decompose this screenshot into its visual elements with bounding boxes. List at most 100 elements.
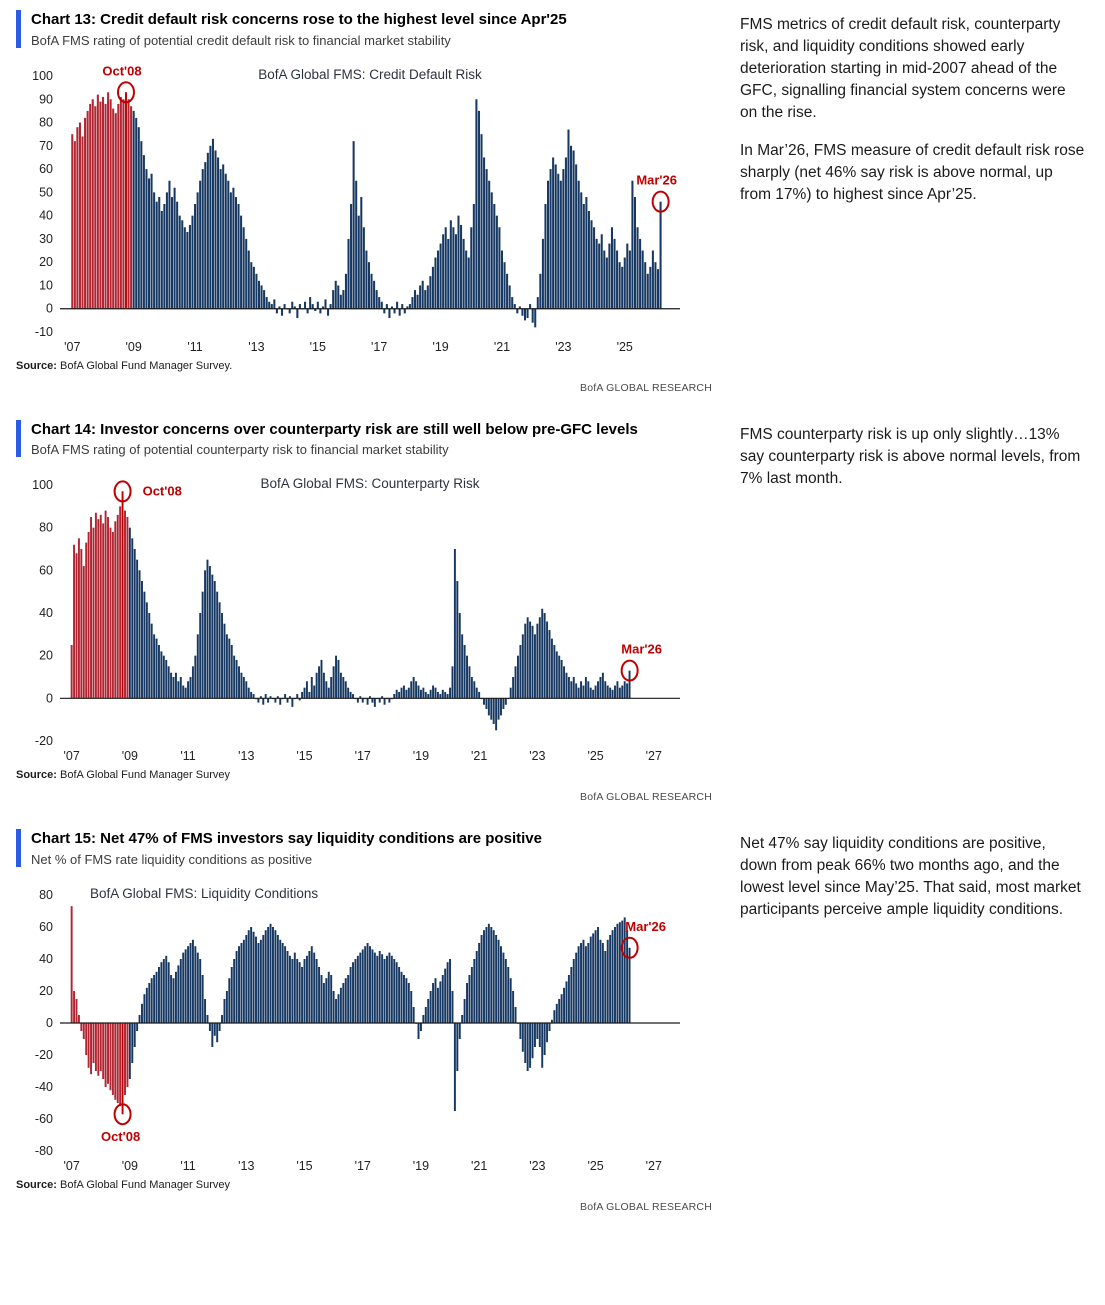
svg-text:'23: '23 — [555, 340, 571, 354]
svg-text:'21: '21 — [471, 749, 487, 763]
commentary-paragraph: Net 47% say liquidity conditions are pos… — [740, 835, 1081, 918]
svg-text:'09: '09 — [122, 749, 138, 763]
svg-text:Oct'08: Oct'08 — [101, 1129, 140, 1144]
svg-text:0: 0 — [46, 691, 53, 705]
accent-bar — [16, 829, 21, 867]
svg-text:'25: '25 — [587, 749, 603, 763]
source-text: BofA Global Fund Manager Survey. — [56, 359, 233, 372]
chart-column: Chart 13: Credit default risk concerns r… — [16, 10, 716, 394]
svg-text:'23: '23 — [529, 1159, 545, 1173]
svg-text:'27: '27 — [646, 749, 662, 763]
accent-bar — [16, 10, 21, 48]
svg-text:-40: -40 — [35, 1080, 53, 1094]
research-brand: BofA GLOBAL RESEARCH — [580, 1200, 712, 1213]
svg-text:0: 0 — [46, 1016, 53, 1030]
source-label: Source: — [16, 1178, 57, 1191]
bar-chart-credit-default-risk: 1009080706050403020100-10'07'09'11'13'15… — [32, 63, 680, 354]
svg-text:40: 40 — [39, 952, 53, 966]
svg-text:10: 10 — [39, 278, 53, 292]
svg-text:'07: '07 — [63, 1159, 79, 1173]
svg-text:'15: '15 — [310, 340, 326, 354]
chart-column: Chart 14: Investor concerns over counter… — [16, 419, 716, 803]
section-credit-default-risk: Chart 13: Credit default risk concerns r… — [16, 10, 1099, 394]
svg-text:Oct'08: Oct'08 — [102, 63, 141, 78]
svg-text:60: 60 — [39, 162, 53, 176]
svg-text:-10: -10 — [35, 325, 53, 339]
svg-text:-80: -80 — [35, 1144, 53, 1158]
svg-text:'23: '23 — [529, 749, 545, 763]
svg-text:'17: '17 — [355, 1159, 371, 1173]
bar-chart-counterparty-risk: 100 80 60 40 20 0 -20 '07 '09 '11 '13 '15 '17 '19 '21 '… — [32, 476, 680, 763]
chart-title: Chart 13: Credit default risk concerns r… — [31, 11, 567, 28]
section-counterparty-risk: Chart 14: Investor concerns over counter… — [16, 419, 1099, 804]
svg-text:70: 70 — [39, 138, 53, 152]
commentary-column: FMS counterparty risk is up only slightl… — [716, 420, 1099, 804]
svg-text:-20: -20 — [35, 1048, 53, 1062]
commentary-column: Net 47% say liquidity conditions are pos… — [716, 829, 1099, 1213]
svg-text:'19: '19 — [413, 1159, 429, 1173]
report-page: Chart 13: Credit default risk concerns r… — [16, 10, 1099, 1213]
chart-heading: Chart 14: Investor concerns over counter… — [16, 419, 716, 457]
svg-text:-60: -60 — [35, 1112, 53, 1126]
commentary-paragraph: FMS counterparty risk is up only slightl… — [740, 425, 1081, 487]
svg-text:80: 80 — [39, 521, 53, 535]
source-line: Source: BofA Global Fund Manager Survey — [16, 769, 716, 781]
svg-text:'19: '19 — [413, 749, 429, 763]
source-line: Source: BofA Global Fund Manager Survey. — [16, 360, 716, 372]
svg-text:0: 0 — [46, 301, 53, 315]
svg-text:'25: '25 — [617, 340, 633, 354]
svg-text:'13: '13 — [238, 1159, 254, 1173]
svg-text:BofA Global FMS: Counterparty: BofA Global FMS: Counterparty Risk — [260, 476, 479, 491]
source-label: Source: — [16, 769, 57, 781]
source-text: BofA Global Fund Manager Survey — [56, 769, 231, 781]
chart-title: Chart 14: Investor concerns over counter… — [31, 420, 638, 438]
source-text: BofA Global Fund Manager Survey — [56, 1178, 231, 1191]
svg-text:'11: '11 — [187, 340, 202, 354]
svg-text:-20: -20 — [35, 734, 53, 748]
svg-text:'09: '09 — [126, 340, 142, 354]
svg-text:'07: '07 — [64, 340, 80, 354]
svg-text:50: 50 — [39, 185, 53, 199]
chart-subtitle: Net % of FMS rate liquidity conditions a… — [31, 851, 313, 867]
svg-text:'21: '21 — [471, 1159, 487, 1173]
svg-text:Mar'26: Mar'26 — [636, 172, 677, 187]
svg-text:Mar'26: Mar'26 — [625, 918, 666, 933]
svg-text:20: 20 — [39, 649, 53, 663]
svg-text:'11: '11 — [180, 749, 195, 763]
svg-text:'13: '13 — [248, 340, 264, 354]
svg-text:'15: '15 — [296, 1159, 312, 1173]
svg-text:Oct'08: Oct'08 — [143, 483, 182, 498]
svg-text:'25: '25 — [587, 1159, 603, 1173]
svg-text:BofA Global FMS: Liquidity Con: BofA Global FMS: Liquidity Conditions — [90, 886, 318, 901]
svg-text:BofA Global FMS: Credit Defaul: BofA Global FMS: Credit Default Risk — [258, 67, 482, 82]
svg-text:'13: '13 — [238, 749, 254, 763]
svg-text:100: 100 — [32, 478, 53, 492]
chart-heading: Chart 13: Credit default risk concerns r… — [16, 10, 716, 48]
commentary-paragraph: FMS metrics of credit default risk, coun… — [740, 16, 1066, 121]
research-brand: BofA GLOBAL RESEARCH — [580, 381, 712, 394]
svg-text:20: 20 — [39, 984, 53, 998]
research-brand: BofA GLOBAL RESEARCH — [580, 791, 712, 803]
svg-text:'27: '27 — [646, 1159, 662, 1173]
svg-text:'17: '17 — [371, 340, 387, 354]
chart-subtitle: BofA FMS rating of potential credit defa… — [31, 32, 451, 48]
source-line: Source: BofA Global Fund Manager Survey — [16, 1179, 716, 1191]
chart-title: Chart 15: Net 47% of FMS investors say l… — [31, 830, 542, 847]
source-label: Source: — [16, 359, 57, 372]
svg-text:30: 30 — [39, 231, 53, 245]
svg-text:90: 90 — [39, 92, 53, 106]
svg-text:80: 80 — [39, 115, 53, 129]
svg-text:'11: '11 — [180, 1159, 195, 1173]
svg-text:Mar'26: Mar'26 — [621, 642, 662, 657]
svg-text:20: 20 — [39, 255, 53, 269]
svg-text:40: 40 — [39, 208, 53, 222]
svg-text:100: 100 — [32, 69, 53, 83]
section-liquidity-conditions: Chart 15: Net 47% of FMS investors say l… — [16, 829, 1099, 1213]
svg-text:'21: '21 — [494, 340, 510, 354]
svg-text:'17: '17 — [355, 749, 371, 763]
chart-heading: Chart 15: Net 47% of FMS investors say l… — [16, 829, 716, 867]
commentary-column: FMS metrics of credit default risk, coun… — [716, 10, 1099, 394]
svg-text:'07: '07 — [63, 749, 79, 763]
chart-column: Chart 15: Net 47% of FMS investors say l… — [16, 829, 716, 1213]
svg-text:40: 40 — [39, 606, 53, 620]
